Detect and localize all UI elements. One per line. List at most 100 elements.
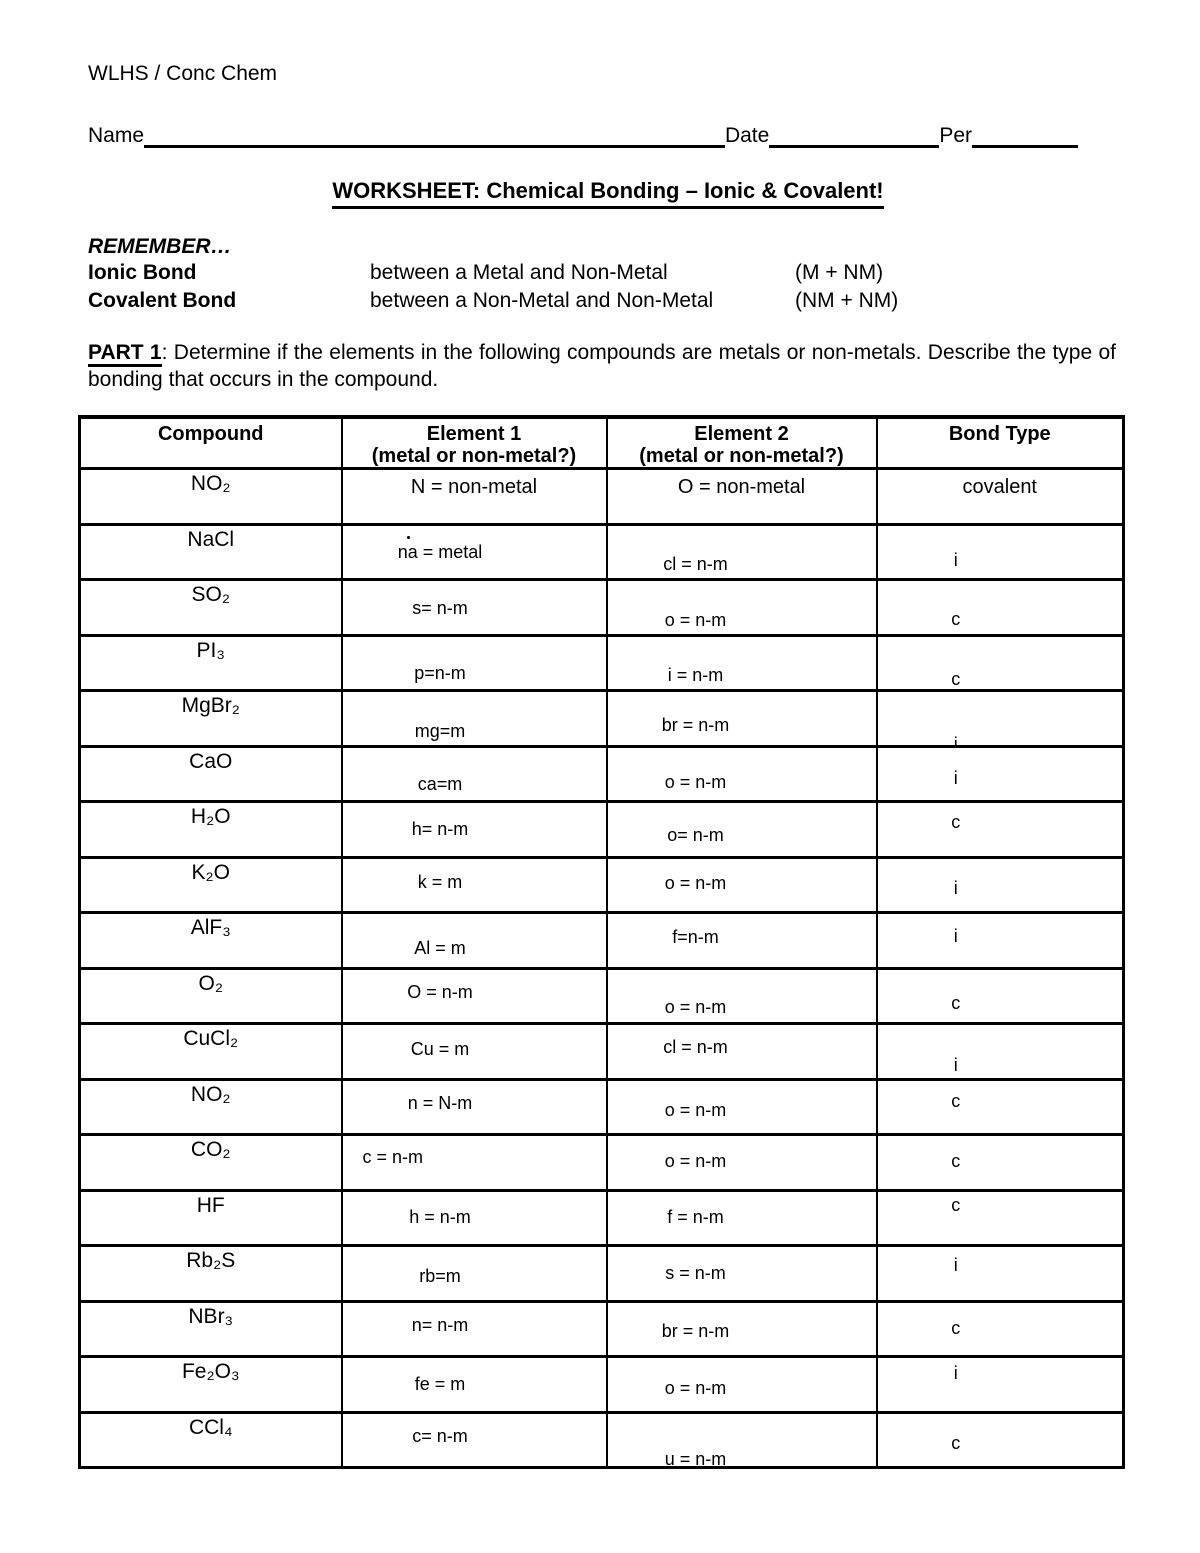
bond-type-cell: i (875, 911, 1125, 969)
bond-type-cell: i (875, 744, 1125, 803)
table-row: CaO ca=m o = n-m i (78, 744, 1125, 803)
element1-cell: h= n-m (340, 800, 608, 858)
element2-cell: f = n-m (605, 1188, 878, 1247)
compound-formula: H₂O (190, 805, 231, 828)
part1-instructions: Determine if the elements in the followi… (88, 341, 1116, 391)
bond-type-cell: i (875, 1244, 1125, 1302)
worksheet-title: WORKSHEET: Chemical Bonding – Ionic & Co… (332, 178, 884, 209)
element1-answer: ca=m (417, 773, 463, 794)
compound-cell: NO₂ (78, 1077, 343, 1136)
bond-answer: i (953, 1055, 958, 1075)
title-block: WORKSHEET: Chemical Bonding – Ionic & Co… (78, 178, 1138, 209)
element2-cell: o = n-m (605, 966, 878, 1025)
header-element2-line2: (metal or non-metal?) (639, 445, 844, 467)
bond-answer: i (953, 1363, 958, 1383)
compound-cell: NaCl (78, 522, 343, 581)
compound-formula: PI₃ (196, 638, 225, 662)
element2-answer: s = n-m (665, 1263, 726, 1283)
element1-cell: N = non-metal (340, 467, 608, 525)
part1-label: PART 1 (88, 341, 162, 367)
bond-type-cell: c (875, 633, 1125, 692)
compound-formula: HF (196, 1193, 225, 1217)
table-row: AlF₃ Al = m f=n-m i (78, 911, 1125, 969)
element2-answer: f=n-m (672, 927, 719, 947)
element2-answer: i = n-m (667, 664, 724, 685)
bond-answer: i (953, 877, 958, 898)
element1-cell: n= n-m (340, 1299, 608, 1358)
header-element1-line1: Element 1 (426, 423, 522, 445)
bond-answer: c (951, 1317, 961, 1338)
element1-cell: c= n-m (340, 1410, 608, 1469)
bond-type-cell: i (875, 689, 1125, 747)
compound-cell: SO₂ (78, 578, 343, 636)
compound-cell: O₂ (78, 966, 343, 1025)
bond-answer: c (951, 1432, 961, 1453)
bond-answer: i (953, 734, 958, 746)
table-row: CuCl₂ Cu = m cl = n-m i (78, 1022, 1125, 1080)
date-label: Date (724, 124, 770, 147)
compound-cell: Rb₂S (78, 1244, 343, 1302)
header-compound-label: Compound (157, 423, 264, 445)
bond-answer: i (953, 926, 958, 946)
compound-formula: CaO (189, 749, 233, 773)
element2-cell: cl = n-m (605, 1022, 878, 1080)
bond-answer: i (953, 1255, 958, 1275)
compound-cell: CO₂ (78, 1133, 343, 1191)
header-compound: Compound (78, 416, 343, 470)
element1-cell: p=n-m (340, 633, 608, 692)
ionic-bond-shorthand: (M + NM) (795, 261, 884, 284)
bond-type-cell: c (875, 578, 1125, 636)
bond-type-cell: c (875, 1133, 1125, 1191)
compound-formula: Rb₂S (186, 1249, 236, 1272)
compound-cell: H₂O (78, 800, 343, 858)
bond-type-cell: c (875, 1077, 1125, 1136)
ionic-bond-row: Ionic Bond between a Metal and Non-Metal… (88, 259, 1138, 287)
element2-cell: o = n-m (605, 1355, 878, 1413)
school-header: WLHS / Conc Chem (88, 62, 278, 85)
name-date-per-line: Name Date Per (88, 122, 1078, 148)
bonding-table: Compound Element 1 (metal or non-metal?)… (78, 415, 1125, 1469)
element2-cell: o = n-m (605, 855, 878, 914)
element2-answer: o = n-m (664, 872, 727, 893)
covalent-bond-shorthand: (NM + NM) (795, 289, 899, 312)
element1-answer: Cu = m (410, 1039, 470, 1059)
element1-answer: s= n-m (412, 598, 468, 618)
compound-cell: CuCl₂ (78, 1022, 343, 1080)
table-row: Fe₂O₃ fe = m o = n-m i (78, 1355, 1125, 1413)
element1-cell: Cu = m (340, 1022, 608, 1080)
element1-cell: s= n-m (340, 578, 608, 636)
ionic-bond-definition: between a Metal and Non-Metal (370, 261, 668, 284)
bond-answer: c (951, 1151, 961, 1171)
name-blank-line (144, 122, 725, 148)
element2-answer: o = n-m (664, 610, 727, 630)
table-row: O₂ O = n-m o = n-m c (78, 966, 1125, 1025)
compound-formula: NO₂ (190, 1082, 231, 1106)
element2-answer: o = n-m (664, 1099, 727, 1120)
header-element2-line1: Element 2 (694, 423, 789, 445)
compound-cell: CCl₄ (78, 1410, 343, 1469)
element1-cell: ca=m (340, 744, 608, 803)
element2-answer: o= n-m (667, 825, 724, 845)
element1-answer: rb=m (419, 1266, 461, 1286)
element2-cell: br = n-m (605, 1299, 878, 1358)
compound-cell: Fe₂O₃ (78, 1355, 343, 1413)
element2-answer: o = n-m (664, 996, 727, 1017)
compound-cell: HF (78, 1188, 343, 1247)
table-row: CO₂ c = n-m o = n-m c (78, 1133, 1125, 1191)
element2-cell: o = n-m (605, 1133, 878, 1191)
element1-answer: mg=m (414, 721, 466, 741)
compound-formula: Fe₂O₃ (181, 1360, 240, 1383)
compound-cell: K₂O (78, 855, 343, 914)
element2-answer: br = n-m (661, 1320, 730, 1341)
header-element1: Element 1 (metal or non-metal?) (340, 416, 608, 470)
element1-cell: fe = m (340, 1355, 608, 1413)
compound-formula: AlF₃ (190, 916, 231, 939)
covalent-bond-row: Covalent Bond between a Non-Metal and No… (88, 287, 1138, 315)
remember-section: REMEMBER… Ionic Bond between a Metal and… (88, 235, 1138, 315)
element2-cell: s = n-m (605, 1244, 878, 1302)
header-bond-type: Bond Type (875, 416, 1125, 470)
element1-answer: fe = m (414, 1374, 466, 1394)
bond-type-cell: i (875, 855, 1125, 914)
element2-cell: o= n-m (605, 800, 878, 858)
table-row: NaCl na = metal cl = n-m i (78, 522, 1125, 581)
